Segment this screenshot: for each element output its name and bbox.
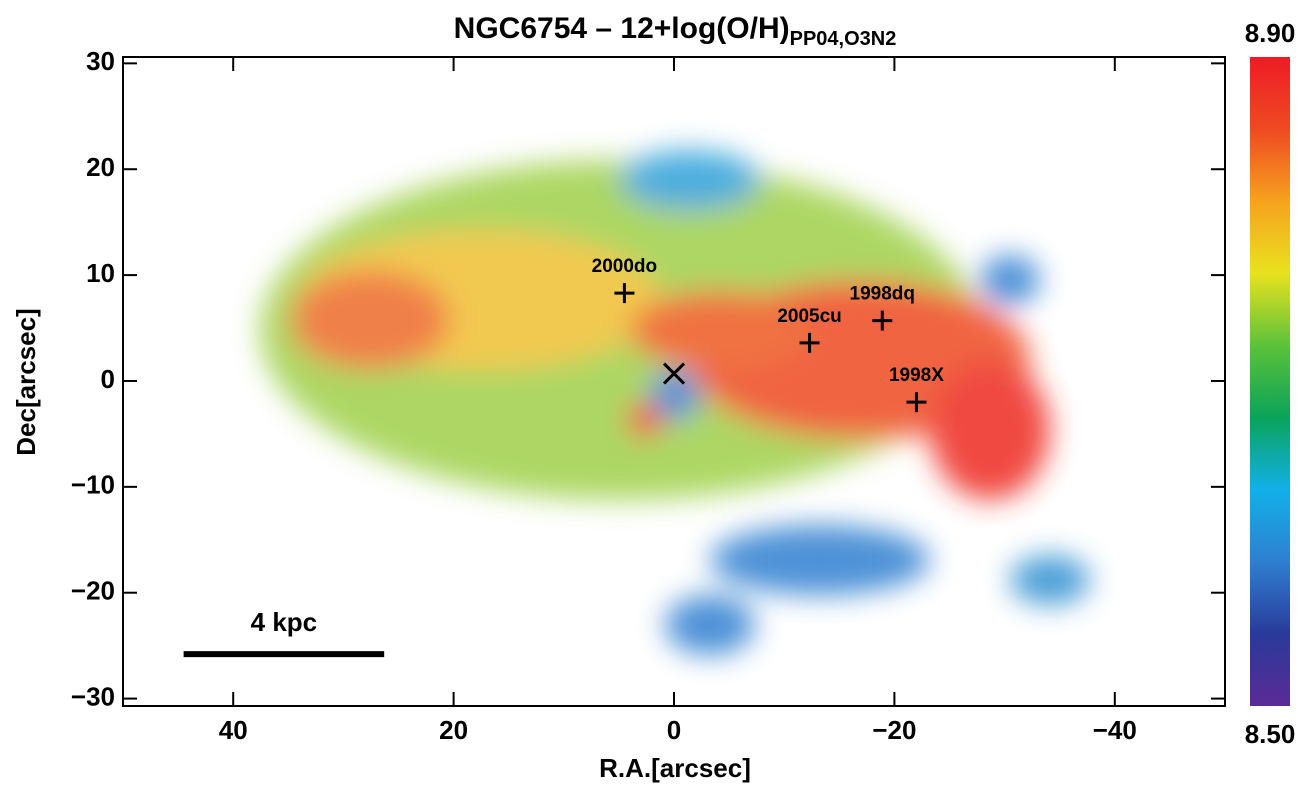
nucleus-marker [662,362,686,385]
sn-label: 2005cu [777,306,841,327]
y-tick-label: 30 [86,46,115,76]
title-main: NGC6754 – 12+log(O/H) [454,12,790,45]
x-tick-label: 0 [667,715,681,745]
y-tick-label: 0 [101,364,115,394]
y-tick-label: 20 [86,152,115,182]
y-axis-label: Dec[arcsec] [11,308,41,455]
colorbar-label: 8.50 [1245,719,1296,749]
sn-label: 1998dq [850,284,915,305]
galaxy-image [260,150,1090,655]
x-tick-label: −20 [872,715,916,745]
y-tick-label: −20 [71,576,115,606]
sn-marker [799,332,820,353]
sn-marker [614,283,635,304]
y-tick-label: −30 [71,681,115,711]
sn-label: 2000do [592,256,657,277]
title-subscript: PP04,O3N2 [790,28,897,50]
y-tick-label: −10 [71,470,115,500]
chart-title: NGC6754 – 12+log(O/H)PP04,O3N2 [454,12,897,50]
y-tick-label: 10 [86,258,115,288]
x-axis-label: R.A.[arcsec] [599,753,751,783]
colorbar [1250,57,1290,706]
sn-marker [872,310,893,331]
x-tick-label: −40 [1093,715,1137,745]
colorbar-label: 8.90 [1245,18,1296,48]
sn-marker [906,392,927,413]
x-tick-label: 40 [219,715,248,745]
cross-b [662,362,686,385]
scale-bar-label: 4 kpc [251,607,318,637]
sn-label: 1998X [889,365,944,386]
x-tick-label: 20 [439,715,468,745]
